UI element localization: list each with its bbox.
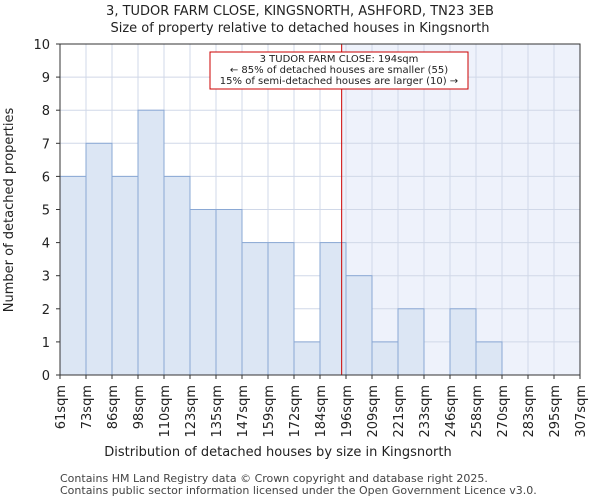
bar-98sqm xyxy=(137,109,165,376)
x-tick-label: 233sqm xyxy=(418,385,433,438)
bar-135sqm xyxy=(215,209,243,376)
y-tick-label: 3 xyxy=(42,270,50,285)
annotation-box: 3 TUDOR FARM CLOSE: 194sqm ← 85% of deta… xyxy=(209,51,469,90)
y-tick-label: 10 xyxy=(33,38,50,53)
x-tick-label: 295sqm xyxy=(548,385,563,438)
bar-86sqm xyxy=(111,175,139,376)
y-tick-label: 0 xyxy=(42,369,50,384)
x-tick-label: 159sqm xyxy=(262,385,277,438)
x-tick-label: 221sqm xyxy=(392,385,407,438)
y-tick-label: 7 xyxy=(42,137,50,152)
x-tick-label: 110sqm xyxy=(158,385,173,438)
x-tick-label: 172sqm xyxy=(288,385,303,438)
y-tick-label: 6 xyxy=(42,170,50,185)
footer-licence: Contains public sector information licen… xyxy=(60,484,537,497)
y-tick-labels: 0 1 2 3 4 5 6 7 8 9 10 xyxy=(33,38,60,384)
x-tick-label: 307sqm xyxy=(574,385,589,438)
y-tick-label: 5 xyxy=(42,204,50,219)
annotation-line-1: 3 TUDOR FARM CLOSE: 194sqm xyxy=(260,54,419,65)
x-tick-label: 61sqm xyxy=(54,385,69,429)
y-tick-label: 9 xyxy=(42,71,50,86)
x-tick-label: 270sqm xyxy=(496,385,511,438)
bar-258sqm xyxy=(475,341,503,376)
x-tick-label: 246sqm xyxy=(444,385,459,438)
y-tick-label: 8 xyxy=(42,104,50,119)
x-tick-label: 123sqm xyxy=(184,385,199,438)
footer-copyright: Contains HM Land Registry data © Crown c… xyxy=(60,472,488,485)
annotation-line-3: 15% of semi-detached houses are larger (… xyxy=(220,76,458,87)
bar-196sqm xyxy=(345,275,373,376)
bar-221sqm xyxy=(397,308,425,376)
chart-subtitle: Size of property relative to detached ho… xyxy=(110,21,490,36)
x-tick-label: 135sqm xyxy=(210,385,225,438)
bar-159sqm xyxy=(267,242,295,376)
bar-209sqm xyxy=(371,341,399,376)
bar-61sqm xyxy=(59,175,87,376)
y-tick-label: 2 xyxy=(42,303,50,318)
x-tick-label: 258sqm xyxy=(470,385,485,438)
bar-147sqm xyxy=(241,242,269,376)
x-tick-label: 86sqm xyxy=(106,385,121,429)
bar-73sqm xyxy=(85,142,113,376)
x-tick-label: 73sqm xyxy=(80,385,95,429)
y-tick-label: 1 xyxy=(42,336,50,351)
x-tick-label: 196sqm xyxy=(340,385,355,438)
x-tick-label: 184sqm xyxy=(314,385,329,438)
x-tick-label: 147sqm xyxy=(236,385,251,438)
y-axis-label: Number of detached properties xyxy=(2,108,17,313)
x-axis-label: Distribution of detached houses by size … xyxy=(104,445,452,460)
bar-110sqm xyxy=(163,175,191,376)
x-tick-label: 209sqm xyxy=(366,385,381,438)
x-tick-label: 98sqm xyxy=(132,385,147,429)
bar-172sqm xyxy=(293,341,321,376)
y-tick-label: 4 xyxy=(42,237,50,252)
bar-123sqm xyxy=(189,209,217,376)
x-tick-label: 283sqm xyxy=(522,385,537,438)
annotation-line-2: ← 85% of detached houses are smaller (55… xyxy=(230,65,448,76)
annotation-border xyxy=(209,51,469,90)
bar-246sqm xyxy=(449,308,477,376)
chart-title: 3, TUDOR FARM CLOSE, KINGSNORTH, ASHFORD… xyxy=(106,4,494,19)
x-tick-labels: 61sqm 73sqm 86sqm 98sqm 110sqm 123sqm 135sqm 14… xyxy=(54,375,589,438)
